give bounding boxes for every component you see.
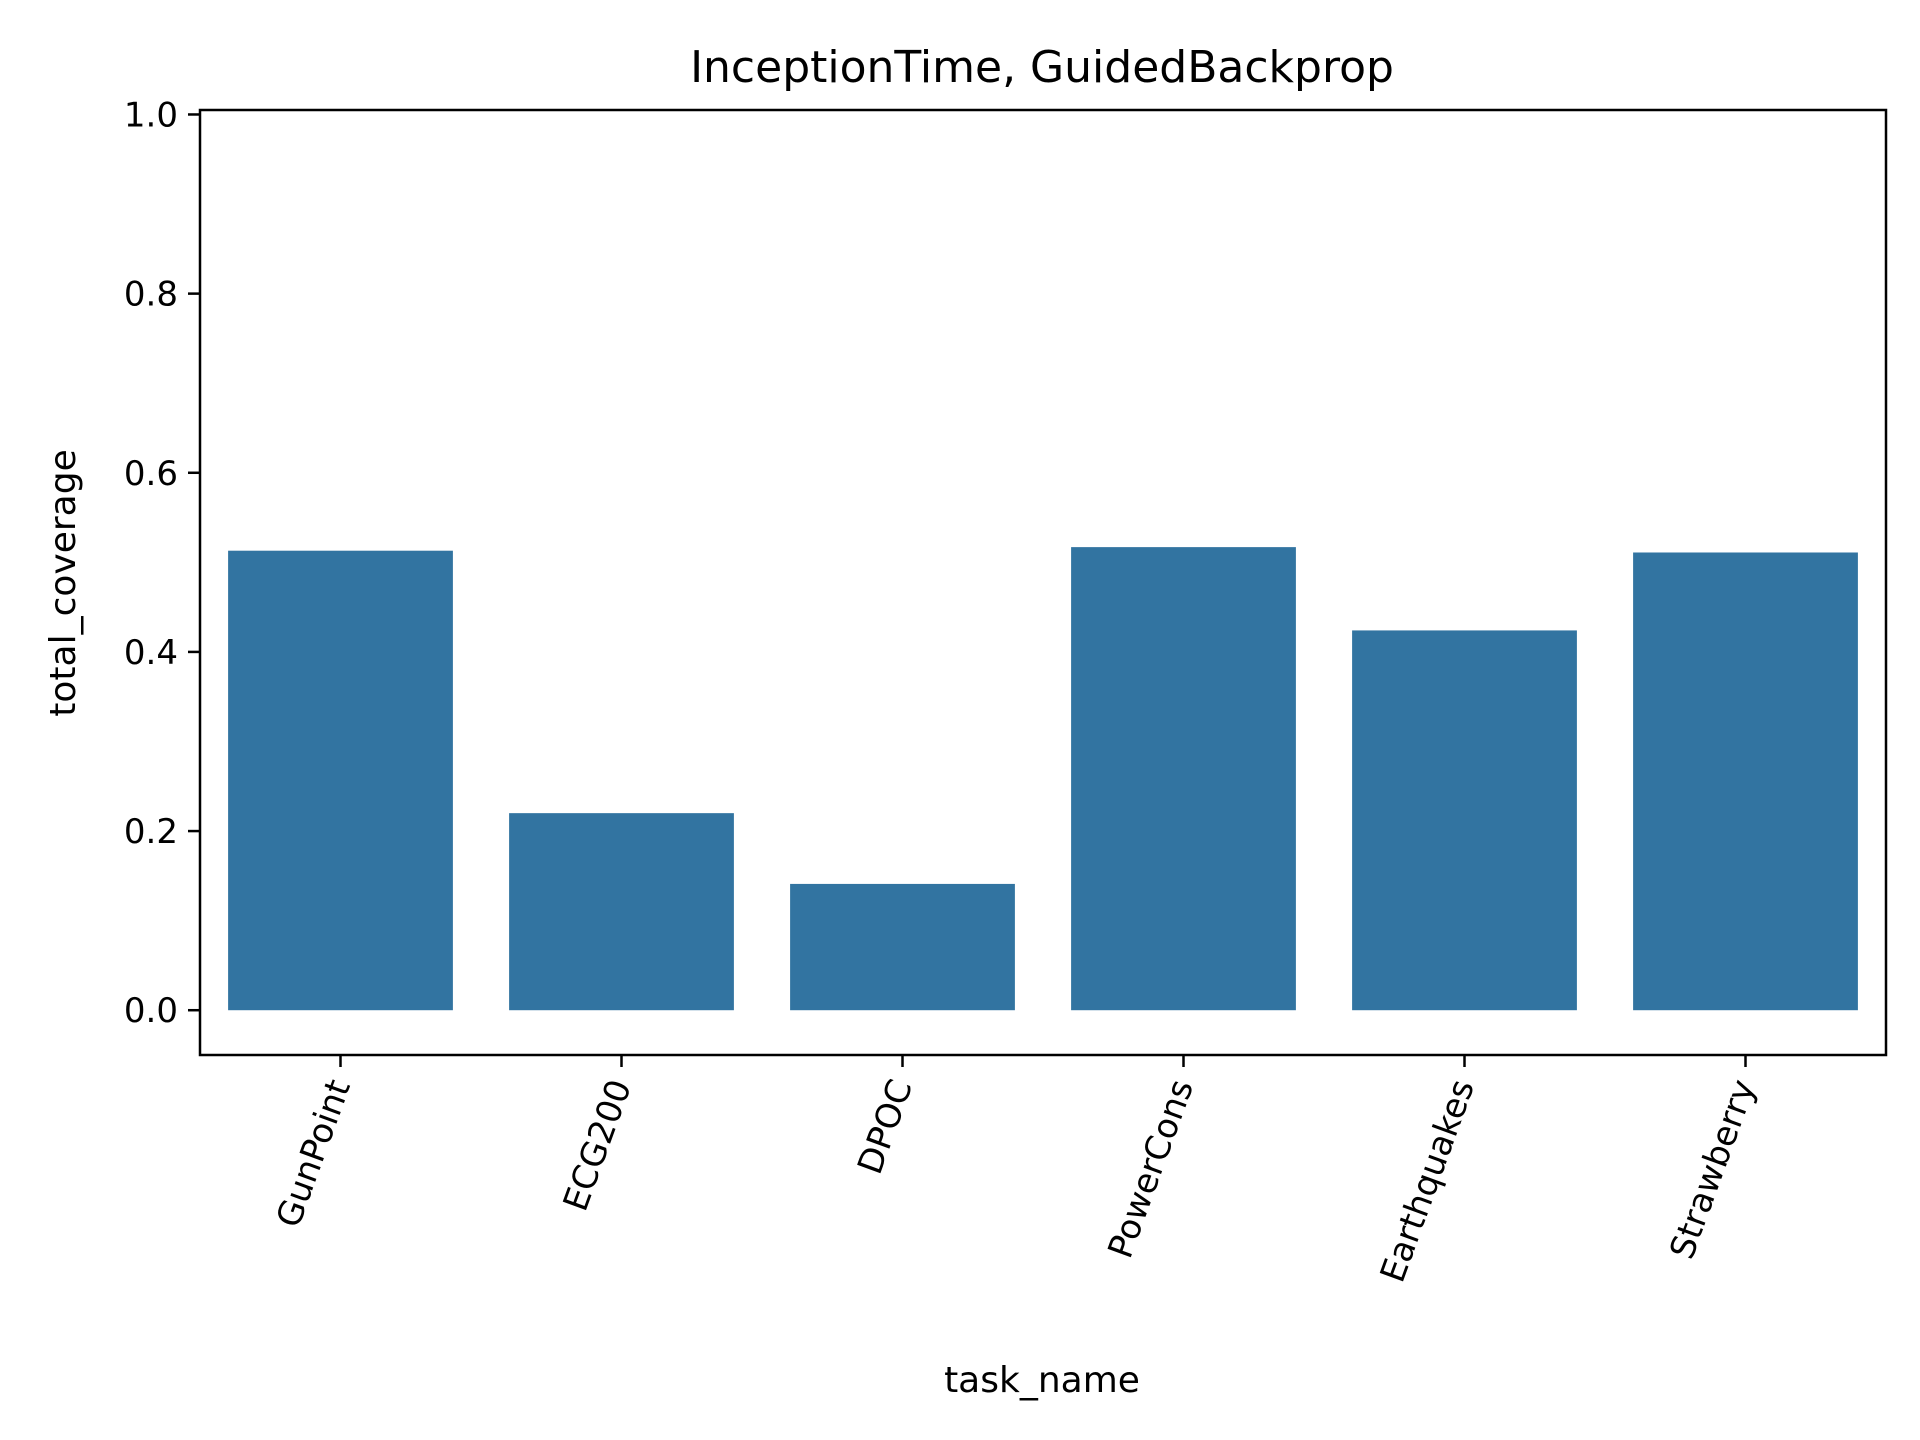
bar-powercons	[1071, 547, 1296, 1011]
y-axis-label: total_coverage	[43, 449, 84, 716]
x-tick-label: ECG200	[556, 1074, 640, 1216]
y-tick-label: 0.0	[124, 991, 178, 1031]
x-tick-label: DPOC	[850, 1074, 921, 1179]
y-tick-label: 0.8	[124, 275, 178, 315]
x-tick-label: Earthquakes	[1373, 1074, 1483, 1287]
bar-gunpoint	[228, 550, 453, 1011]
bar-strawberry	[1633, 552, 1858, 1011]
y-tick-label: 0.2	[124, 812, 178, 852]
y-tick-label: 0.4	[124, 633, 178, 673]
bar-ecg200	[509, 813, 734, 1011]
y-tick-label: 1.0	[124, 95, 178, 135]
x-axis: GunPoint ECG200 DPOC PowerCons Earthquakes St…	[269, 1055, 1764, 1288]
plot-frame	[198, 108, 1888, 1057]
y-axis: 0.0 0.2 0.4 0.6 0.8 1.0	[124, 95, 200, 1031]
bar-dpoc	[790, 883, 1015, 1011]
y-tick-label: 0.6	[124, 454, 178, 494]
x-tick-label: PowerCons	[1101, 1074, 1202, 1263]
x-axis-label: task_name	[944, 1360, 1140, 1401]
chart-title: InceptionTime, GuidedBackprop	[690, 42, 1394, 93]
x-tick-label: Strawberry	[1662, 1074, 1764, 1264]
x-tick-label: GunPoint	[269, 1074, 359, 1232]
bars-group	[228, 547, 1858, 1011]
bar-earthquakes	[1352, 630, 1577, 1011]
